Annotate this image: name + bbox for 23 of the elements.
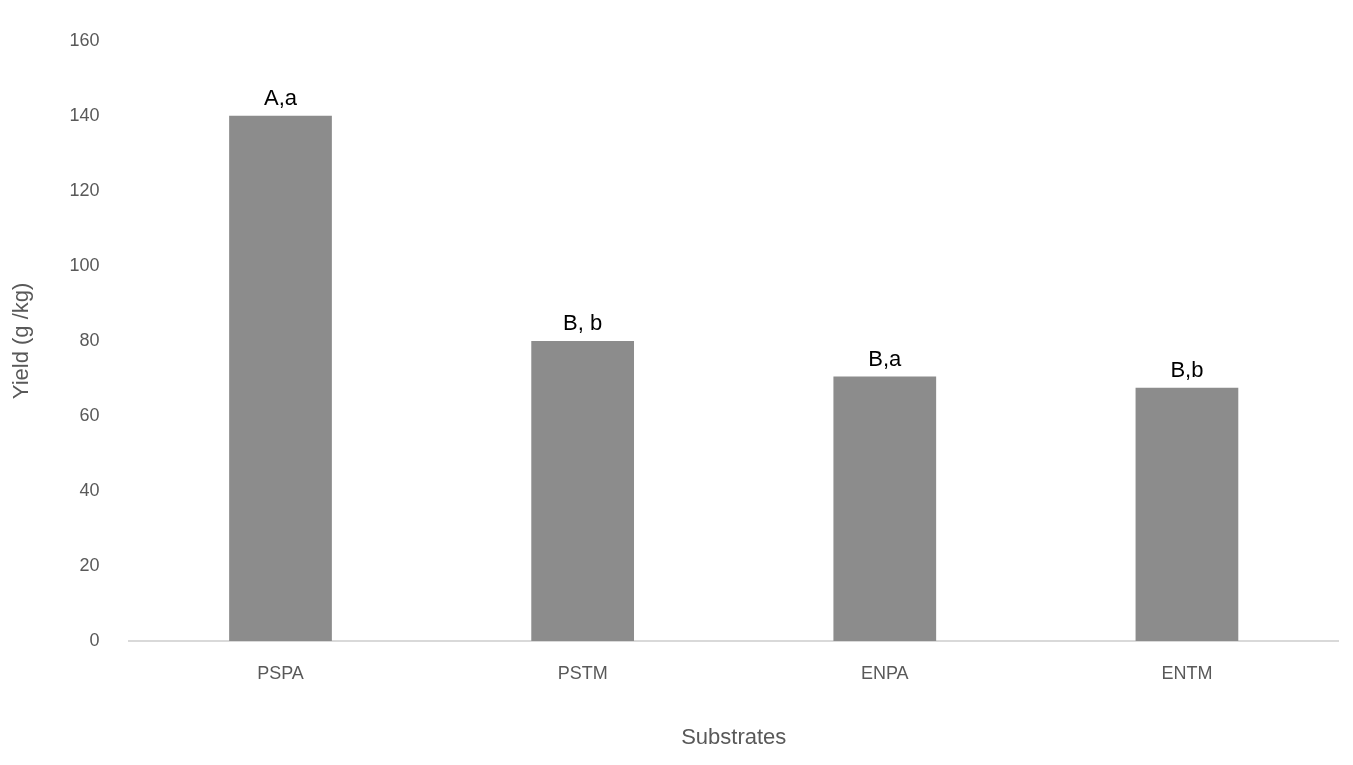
x-tick-label: ENTM bbox=[1161, 662, 1213, 683]
annotation: B,b bbox=[1170, 356, 1204, 382]
y-tick-label: 120 bbox=[69, 179, 100, 200]
y-tick-label: 0 bbox=[89, 629, 100, 650]
annotation: B, b bbox=[563, 309, 603, 335]
y-tick-label: 140 bbox=[69, 104, 100, 125]
x-tick-label: ENPA bbox=[860, 662, 909, 683]
annotation: A,a bbox=[263, 84, 298, 110]
annotation: B,a bbox=[868, 345, 903, 371]
y-tick-label: 100 bbox=[69, 254, 100, 275]
x-tick-label: PSTM bbox=[557, 662, 608, 683]
x-tick-label: PSPA bbox=[257, 662, 304, 683]
x-axis-title: Substrates bbox=[681, 723, 787, 749]
y-tick-label: 20 bbox=[79, 554, 100, 575]
y-axis-title: Yield (g /kg) bbox=[8, 282, 34, 400]
bar bbox=[229, 115, 332, 641]
y-tick-label: 40 bbox=[79, 479, 100, 500]
bar bbox=[833, 376, 937, 641]
y-tick-label: 160 bbox=[69, 29, 100, 50]
bar bbox=[531, 340, 635, 641]
bar bbox=[1135, 387, 1239, 641]
y-tick-label: 60 bbox=[79, 404, 100, 425]
y-tick-label: 80 bbox=[79, 329, 100, 350]
